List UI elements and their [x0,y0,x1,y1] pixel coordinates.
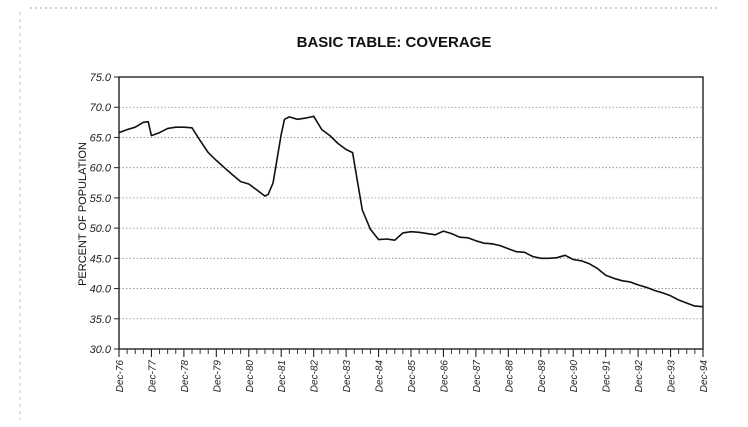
x-axis: Dec-76 Dec-77 Dec-78 Dec-79 Dec-80 Dec-81 Dec-… [115,349,710,392]
x-tick-label: Dec-86 [439,360,450,393]
y-tick-label: 65.0 [90,132,112,144]
x-tick-label: Dec-92 [634,360,645,393]
y-tick-label: 75.0 [90,72,112,84]
x-tick-label: Dec-87 [472,360,483,393]
x-tick-label: Dec-83 [342,360,353,393]
plot-area [118,76,704,350]
x-tick-label: Dec-82 [310,360,321,393]
y-tick-label: 50.0 [90,223,112,235]
x-tick-label: Dec-77 [147,360,158,393]
x-minor-ticks [126,349,696,354]
y-tick-label: 40.0 [90,284,112,296]
x-tick-label: Dec-76 [115,360,126,393]
x-tick-label: Dec-85 [407,360,418,393]
x-tick-label: Dec-93 [667,360,678,393]
x-tick-label: Dec-81 [277,360,288,392]
x-tick-label: Dec-80 [245,360,256,393]
chart-title: BASIC TABLE: COVERAGE [297,34,492,51]
y-axis-label: PERCENT OF POPULATION [77,142,89,286]
series-lines [118,115,704,308]
x-tick-label: Dec-79 [212,360,223,393]
x-tick-label: Dec-91 [602,360,613,392]
x-tick-label: Dec-88 [504,360,515,393]
x-tick-label: Dec-90 [569,360,580,393]
y-tick-label: 45.0 [90,253,112,265]
y-tick-label: 60.0 [90,163,112,175]
y-tick-label: 35.0 [90,314,112,326]
y-axis: 30.0 35.0 40.0 45.0 50.0 55.0 60.0 65.0 70.0 75.0 [90,72,119,356]
x-tick-label: Dec-94 [699,360,710,393]
y-tick-label: 55.0 [90,193,112,205]
x-tick-label: Dec-78 [180,360,191,393]
y-tick-label: 70.0 [90,102,112,114]
x-tick-label: Dec-84 [375,360,386,393]
y-tick-label: 30.0 [90,344,112,356]
x-tick-label: Dec-89 [537,360,548,393]
scan-marks [19,7,720,420]
series-line [118,115,704,308]
grid-lines [119,106,703,320]
